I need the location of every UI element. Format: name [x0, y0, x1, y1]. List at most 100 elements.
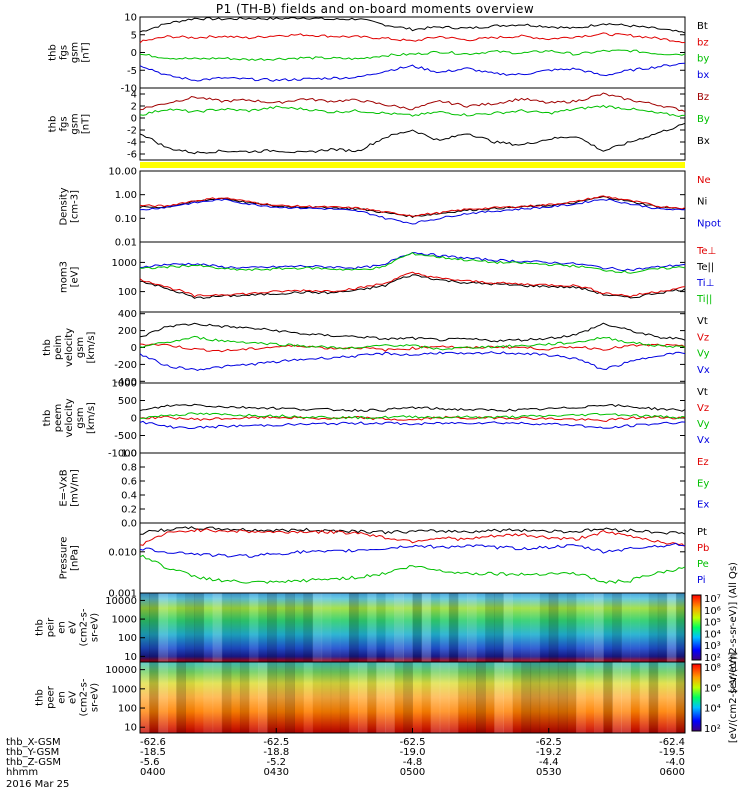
x-tick-time: 0600	[660, 767, 685, 778]
x-tick-z-gsm: -5.2	[266, 757, 286, 768]
spectrogram-strip	[149, 593, 159, 662]
spectrogram-strip	[548, 593, 559, 662]
y-axis-label: [km/s]	[86, 402, 97, 434]
panel-frame	[139, 452, 686, 524]
panel-density: 10.00 1.00 0.10 0.01 Density [cm-3] Ne Ni Npot	[59, 167, 721, 249]
spectrogram-strip	[303, 593, 314, 662]
y-axis-label: thb	[42, 410, 53, 427]
spectrogram-strip	[203, 593, 214, 662]
colorbar-tick-label: 10⁴	[704, 629, 721, 640]
spectrogram-strip	[430, 662, 441, 733]
spectrogram-strip	[185, 593, 195, 662]
colorbar-label: [eV/(cm2-s-sr-eV)] (All Qs)	[728, 562, 739, 693]
x-row-label: thb_X-GSM	[6, 737, 61, 748]
y-axis-label: thb	[48, 44, 59, 61]
x-tick-y-gsm: -18.5	[140, 747, 166, 758]
spectrogram-strip	[557, 662, 568, 733]
legend-Ex: Ex	[697, 500, 709, 511]
colorbar-tick-label: 10⁶	[704, 683, 721, 694]
y-tick-label: 100	[118, 704, 137, 715]
spectrogram-strip	[448, 662, 459, 733]
legend-Vt: Vt	[697, 316, 708, 327]
spectrogram-strip	[576, 662, 586, 733]
spectrogram-strip	[612, 593, 622, 662]
x-tick-z-gsm: -4.8	[403, 757, 423, 768]
spectrogram-strip	[585, 662, 595, 733]
spectrogram-strip	[494, 593, 504, 662]
y-tick-label: -10	[121, 84, 137, 95]
spectrogram-strip	[476, 662, 486, 733]
y-axis-label: peem	[53, 404, 64, 432]
series-Ne	[139, 195, 686, 217]
spectrogram-strip	[203, 662, 214, 733]
y-tick-label: 10000	[105, 665, 137, 676]
spectrogram-strip	[612, 662, 622, 733]
y-axis-label: sr-eV)	[90, 613, 101, 642]
spectrogram-strip	[467, 662, 477, 733]
x-tick-time: 0500	[400, 767, 425, 778]
spectrogram-strip	[239, 662, 250, 733]
series-Bt	[139, 16, 686, 34]
spectrogram-strip	[167, 662, 177, 733]
spectrogram-strip	[140, 593, 150, 662]
spectrogram-strip	[285, 662, 295, 733]
y-tick-label: 0.8	[121, 463, 137, 474]
x-tick-x-gsm: -62.6	[140, 737, 166, 748]
legend-Vx: Vx	[697, 365, 710, 376]
y-axis-label: gsm	[75, 407, 86, 428]
spectrogram-strip	[367, 662, 377, 733]
spectrogram-strip	[230, 593, 241, 662]
y-tick-label: 5	[131, 30, 137, 41]
y-axis-label: E=-VxB	[59, 469, 70, 506]
spectrogram-strip	[421, 593, 432, 662]
series-Vz	[139, 343, 686, 353]
panel-pressure: 0.010 0.001 Pressure [nPa] Pt Pb Pe Pi	[59, 522, 709, 600]
spectrogram-strip	[439, 593, 450, 662]
y-axis-label: Density	[59, 187, 70, 225]
y-axis-label: [nT]	[81, 42, 92, 62]
spectrogram-strip	[312, 662, 323, 733]
series-Vz	[139, 415, 686, 423]
colorbar-tick-label: 10⁸	[704, 663, 721, 674]
spectrogram-peir: 10000 1000 100 10 thb peir en eV (cm2-s-sr-eV) 10…	[35, 562, 740, 693]
spectrogram-strip	[512, 593, 522, 662]
spectrogram-strip	[666, 662, 677, 733]
legend-Te||: Te||	[696, 262, 714, 273]
series-Pe	[139, 554, 686, 584]
spectrogram-strip	[149, 662, 159, 733]
x-tick-y-gsm: -18.8	[263, 747, 289, 758]
y-axis-label: eV	[68, 691, 79, 704]
colorbar-tick-label: 10²	[704, 653, 721, 664]
spectrogram-strip	[621, 662, 631, 733]
series-Vt	[139, 403, 686, 412]
y-tick-label: 1.0	[121, 449, 137, 460]
spectrogram-strip	[339, 662, 350, 733]
series-By	[139, 104, 685, 118]
spectrogram-strip	[457, 593, 468, 662]
spectrogram-strip	[167, 593, 177, 662]
spectrogram-strip	[403, 593, 413, 662]
y-axis-label: mom3	[59, 261, 70, 293]
legend-Vy: Vy	[697, 419, 710, 430]
series-by	[139, 49, 686, 61]
spectrogram-strip	[276, 662, 286, 733]
y-tick-label: 0	[131, 114, 137, 125]
y-axis-label: gsm	[70, 113, 81, 134]
spectrogram-strip	[548, 662, 559, 733]
spectrogram-strip	[603, 593, 613, 662]
panel-peem-velocity: 1000 500 0 -500 -1000 thb peem velocity gsm [km/s…	[42, 379, 710, 460]
series-Vx	[139, 351, 686, 371]
y-tick-label: 1000	[112, 258, 137, 269]
y-axis-label: [nPa]	[70, 545, 81, 571]
legend-Bz: Bz	[697, 92, 709, 103]
series-Vy	[139, 412, 686, 420]
legend-Ni: Ni	[697, 197, 707, 208]
y-tick-label: -4	[127, 138, 137, 149]
legend-Vz: Vz	[697, 332, 709, 343]
spectrogram-strip	[285, 593, 295, 662]
legend-Pe: Pe	[697, 559, 709, 570]
x-row-label: hhmm	[6, 767, 38, 778]
panel-fgs-dsl: 420-2-4-6 thb fgs gsm [nT] Bz By Bx	[48, 87, 710, 161]
x-tick-x-gsm: -62.4	[659, 737, 685, 748]
